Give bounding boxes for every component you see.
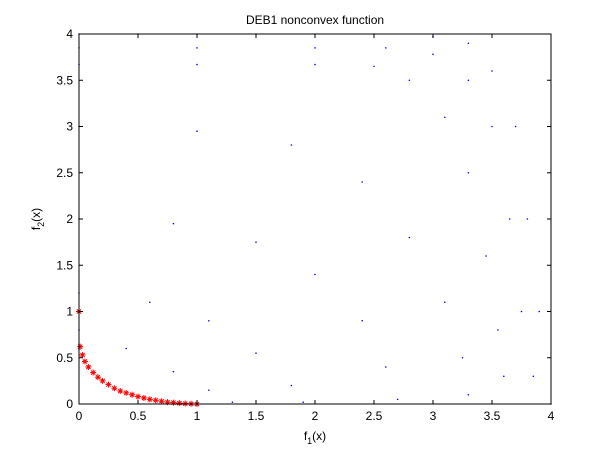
y-axis-ticks: 0 0.5 1 1.5 2 2.5 3 3.5 4 [56,27,551,411]
objective-point [532,375,535,378]
y-tick-label: 0.5 [56,351,73,365]
objective-point [172,370,175,373]
x-tick-label: 3.5 [484,409,501,423]
pareto-point [99,377,106,384]
pareto-point [158,398,165,405]
x-tick-label: 2.5 [366,409,383,423]
objective-point [467,42,470,45]
objective-point [467,171,470,174]
pareto-point [140,394,147,401]
objective-point [231,401,234,403]
y-tick-label: 1 [66,305,73,319]
objective-point [302,401,305,403]
objective-point [432,53,434,56]
plot-area-background [79,34,551,404]
objective-point [196,130,198,132]
objective-point [485,255,487,257]
x-tick-label: 2 [312,409,319,423]
objective-point [444,116,446,119]
objective-point [385,366,387,368]
pareto-point [123,389,130,396]
objective-point [538,310,540,313]
objective-point [461,356,464,359]
objective-point [503,375,505,378]
objective-point [196,63,198,66]
objective-point [196,47,198,49]
objective-point [373,65,375,68]
pareto-point [117,388,124,395]
objective-point [314,47,316,49]
objective-point [514,125,517,128]
objective-point [290,144,293,146]
pareto-point [90,369,97,376]
x-tick-label: 0 [76,409,83,423]
pareto-point [105,381,112,388]
x-tick-label: 1.5 [248,409,265,423]
objective-point [314,63,316,66]
objective-point [491,125,493,128]
x-tick-label: 1 [194,409,201,423]
pareto-point [85,364,92,370]
y-tick-label: 2 [66,212,73,226]
objective-point [149,301,151,304]
x-axis-label: f1(x) [304,429,326,446]
objective-point [385,47,387,49]
objective-point [314,273,316,276]
x-tick-label: 0.5 [130,409,147,423]
objective-point [172,222,175,225]
objective-point [125,347,127,350]
pareto-point [129,391,136,398]
objective-point [520,310,523,313]
x-tick-label: 4 [548,409,555,423]
objective-point [408,236,411,239]
pareto-point [81,358,88,365]
objective-point [255,241,257,243]
objective-point [508,218,511,220]
pareto-point [94,374,101,381]
objective-point [255,352,257,354]
y-tick-label: 3 [66,120,73,134]
objective-point [361,181,364,183]
y-tick-label: 3.5 [56,73,73,87]
y-tick-label: 4 [66,27,73,41]
objective-point [491,70,493,72]
pareto-point [135,393,141,400]
objective-point [467,393,470,396]
objective-point [208,319,210,322]
y-axis-label: f2(x) [29,208,46,230]
x-tick-label: 3 [430,409,437,423]
objective-point [396,398,399,401]
objective-point [408,79,411,82]
objective-point [497,329,499,331]
y-tick-label: 2.5 [56,166,73,180]
x-axis-ticks: 0 0.5 1 1.5 2 2.5 3 3.5 4 [76,34,555,423]
pareto-point [79,351,86,358]
y-tick-label: 0 [66,397,73,411]
objective-point [361,319,364,322]
pareto-point [77,343,84,350]
pareto-point [146,396,153,403]
chart-title: DEB1 nonconvex function [246,13,384,27]
pareto-point [111,385,118,392]
objective-point [526,218,529,220]
objective-point [467,79,470,82]
objective-point [444,301,446,304]
objective-point [290,384,293,387]
objective-point [208,389,210,391]
y-tick-label: 1.5 [56,258,73,272]
pareto-point [152,397,159,404]
